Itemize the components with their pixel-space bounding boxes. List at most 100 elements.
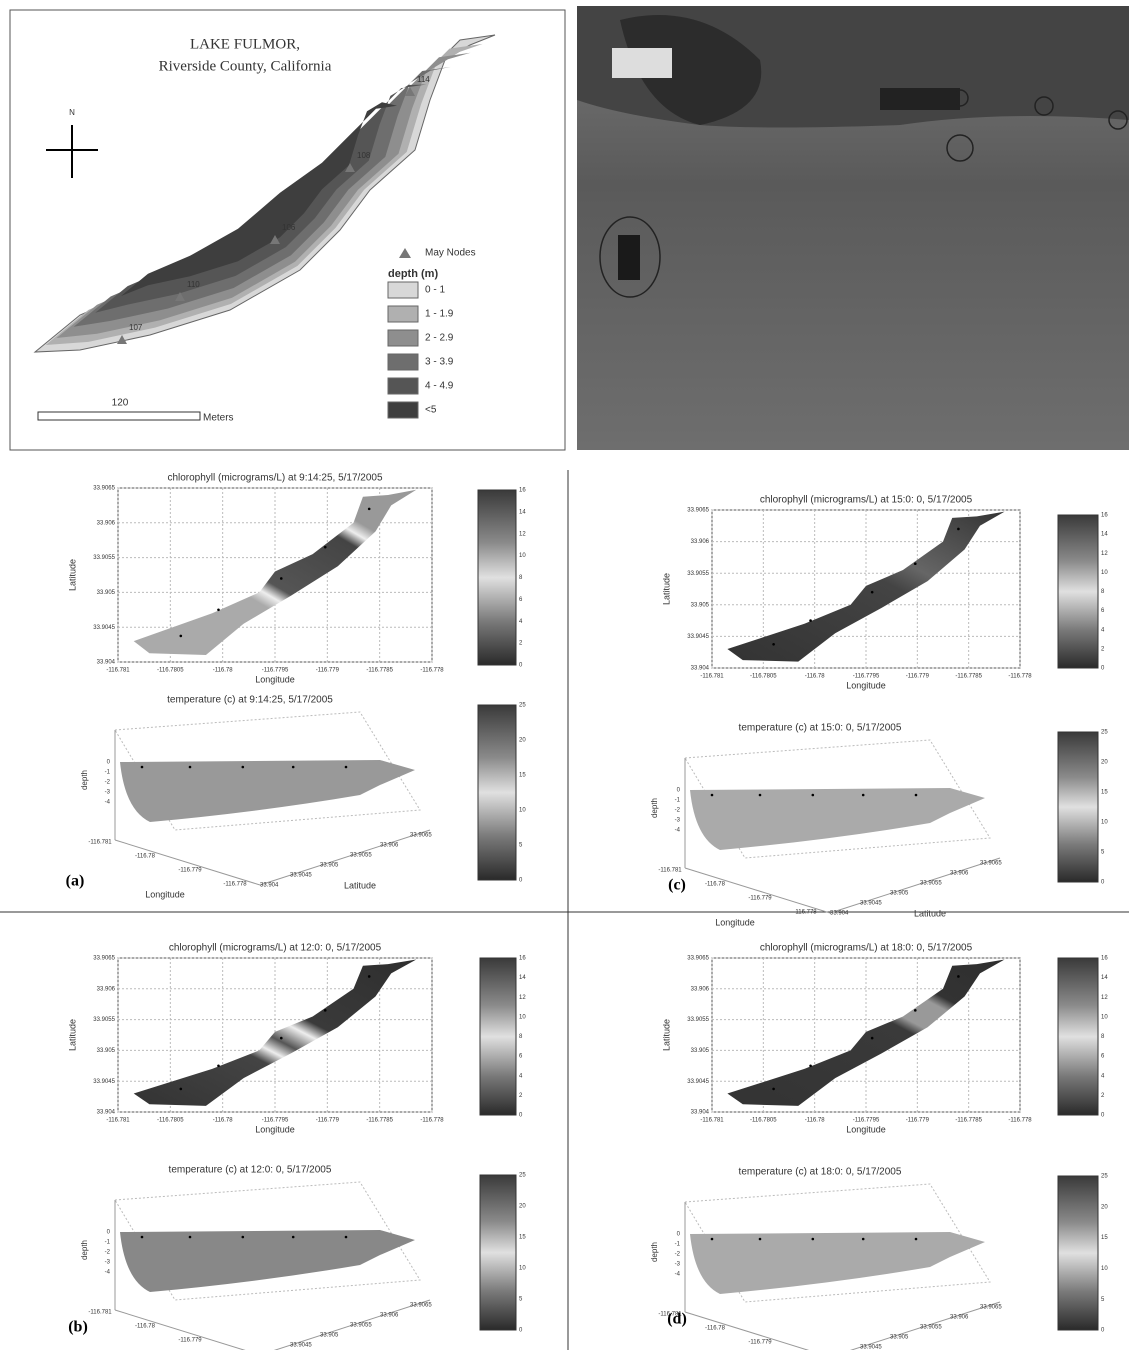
colorbar-tick-label: 16 xyxy=(1101,956,1108,962)
colorbar-tick-label: 8 xyxy=(519,1034,523,1040)
colorbar-tick-label: 25 xyxy=(1101,1174,1108,1180)
lake-temperature xyxy=(120,1230,415,1292)
colorbar-tick-label: 20 xyxy=(519,738,526,744)
sensor-node xyxy=(913,1009,917,1012)
y-tick-label: 33.9045 xyxy=(290,873,312,879)
x-tick-label: -116.781 xyxy=(700,674,724,680)
colorbar xyxy=(1057,514,1099,669)
colorbar-tick-label: 0 xyxy=(519,1113,523,1119)
x-tick-label: -116.779 xyxy=(906,1118,930,1124)
x-tick-label: -116.78 xyxy=(705,882,726,888)
y-axis-label: Latitude xyxy=(67,1019,77,1051)
sensor-node xyxy=(914,793,918,797)
x-tick-label: -116.781 xyxy=(700,1118,724,1124)
legend-label: May Nodes xyxy=(425,248,476,259)
colorbar-tick-label: 4 xyxy=(1101,1073,1105,1079)
colorbar-tick-label: 5 xyxy=(1101,1297,1105,1303)
colorbar-tick-label: 12 xyxy=(1101,551,1108,557)
z-tick-label: -4 xyxy=(105,800,111,806)
y-tick-label: 33.9055 xyxy=(920,1325,942,1331)
y-tick-label: 33.9065 xyxy=(687,508,709,514)
colorbar-tick-label: 16 xyxy=(519,488,526,494)
sensor-node xyxy=(217,1064,220,1068)
lake-depth xyxy=(95,84,427,313)
y-tick-label: 33.905 xyxy=(890,891,909,897)
sensor-node xyxy=(291,1235,295,1239)
legend-label: <5 xyxy=(425,405,437,416)
colorbar-tick-label: 5 xyxy=(519,1297,523,1303)
z-axis-label: depth xyxy=(80,770,89,790)
van xyxy=(612,48,672,78)
y-tick-label: 33.9045 xyxy=(290,1343,312,1349)
y-tick-label: 33.905 xyxy=(97,1048,116,1054)
temperature-title: temperature (c) at 9:14:25, 5/17/2005 xyxy=(167,695,333,706)
y-tick-label: 33.905 xyxy=(691,1048,710,1054)
z-tick-label: -2 xyxy=(675,808,681,814)
y-tick-label: 33.906 xyxy=(950,1315,969,1321)
sensor-node xyxy=(914,1237,918,1241)
node-marker xyxy=(345,163,355,172)
x-tick-label: -116.779 xyxy=(178,868,202,874)
y-tick-label: 33.905 xyxy=(691,602,710,608)
x-tick-label: -116.7795 xyxy=(853,1118,880,1124)
z-tick-label: -2 xyxy=(675,1252,681,1258)
legend-label: 2 - 2.9 xyxy=(425,333,454,344)
y-tick-label: 33.9055 xyxy=(93,1017,115,1023)
z-tick-label: -2 xyxy=(105,1250,111,1256)
x-tick-label: -116.778 xyxy=(420,668,444,674)
y-tick-label: 33.9045 xyxy=(93,1079,115,1085)
colorbar xyxy=(1057,731,1099,883)
node-label: 106 xyxy=(282,223,296,232)
y-tick-label: 33.904 xyxy=(97,1110,116,1116)
z-tick-label: -4 xyxy=(675,1272,681,1278)
z-tick-label: 0 xyxy=(677,788,681,794)
sensor-node xyxy=(957,527,960,531)
colorbar-tick-label: 10 xyxy=(519,1266,526,1272)
sensor-node xyxy=(811,793,815,797)
north-label: N xyxy=(69,108,75,117)
sensor-node xyxy=(179,1087,183,1091)
scale-bar xyxy=(37,411,201,421)
x-tick-label: -116.779 xyxy=(748,896,772,902)
y-tick-label: 33.9065 xyxy=(93,486,115,492)
y-tick-label: 33.9045 xyxy=(687,634,709,640)
lake-chlorophyll xyxy=(133,959,417,1106)
colorbar-tick-label: 5 xyxy=(519,843,523,849)
sensor-node xyxy=(913,562,917,566)
y-axis-label: Latitude xyxy=(344,880,376,890)
y-tick-label: 33.9045 xyxy=(860,1345,882,1350)
colorbar-tick-label: 2 xyxy=(519,1093,523,1099)
colorbar-tick-label: 2 xyxy=(519,641,523,647)
colorbar-tick-label: 6 xyxy=(1101,1054,1105,1060)
colorbar-tick-label: 2 xyxy=(1101,1093,1105,1099)
y-axis-label: Latitude xyxy=(67,559,77,591)
y-tick-label: 33.9065 xyxy=(93,956,115,962)
colorbar-tick-label: 8 xyxy=(1101,1034,1105,1040)
sensor-node xyxy=(710,1237,714,1241)
sensor-node xyxy=(279,1036,283,1040)
colorbar-tick-label: 8 xyxy=(1101,589,1105,595)
lake-chlorophyll xyxy=(727,511,1005,662)
colorbar-tick-label: 0 xyxy=(1101,880,1105,886)
y-tick-label: 33.906 xyxy=(691,986,710,992)
x-tick-label: -116.78 xyxy=(805,1118,826,1124)
x-tick-label: -116.78 xyxy=(805,674,826,680)
y-tick-label: 33.9055 xyxy=(687,1017,709,1023)
sensor-node xyxy=(861,1237,865,1241)
colorbar-tick-label: 4 xyxy=(519,1073,523,1079)
legend-label: 1 - 1.9 xyxy=(425,309,454,320)
y-tick-label: 33.906 xyxy=(950,871,969,877)
z-tick-label: -3 xyxy=(675,1262,681,1268)
sensor-node xyxy=(140,765,144,769)
y-tick-label: 33.905 xyxy=(97,590,116,596)
colorbar-tick-label: 25 xyxy=(519,1173,526,1179)
y-axis-label: Latitude xyxy=(914,908,946,918)
colorbar xyxy=(1057,957,1099,1116)
colorbar-tick-label: 10 xyxy=(1101,1014,1108,1020)
colorbar xyxy=(477,704,517,881)
colorbar-tick-label: 10 xyxy=(1101,1266,1108,1272)
colorbar-tick-label: 10 xyxy=(519,808,526,814)
colorbar-tick-label: 10 xyxy=(1101,820,1108,826)
panel-label: (a) xyxy=(66,873,85,890)
